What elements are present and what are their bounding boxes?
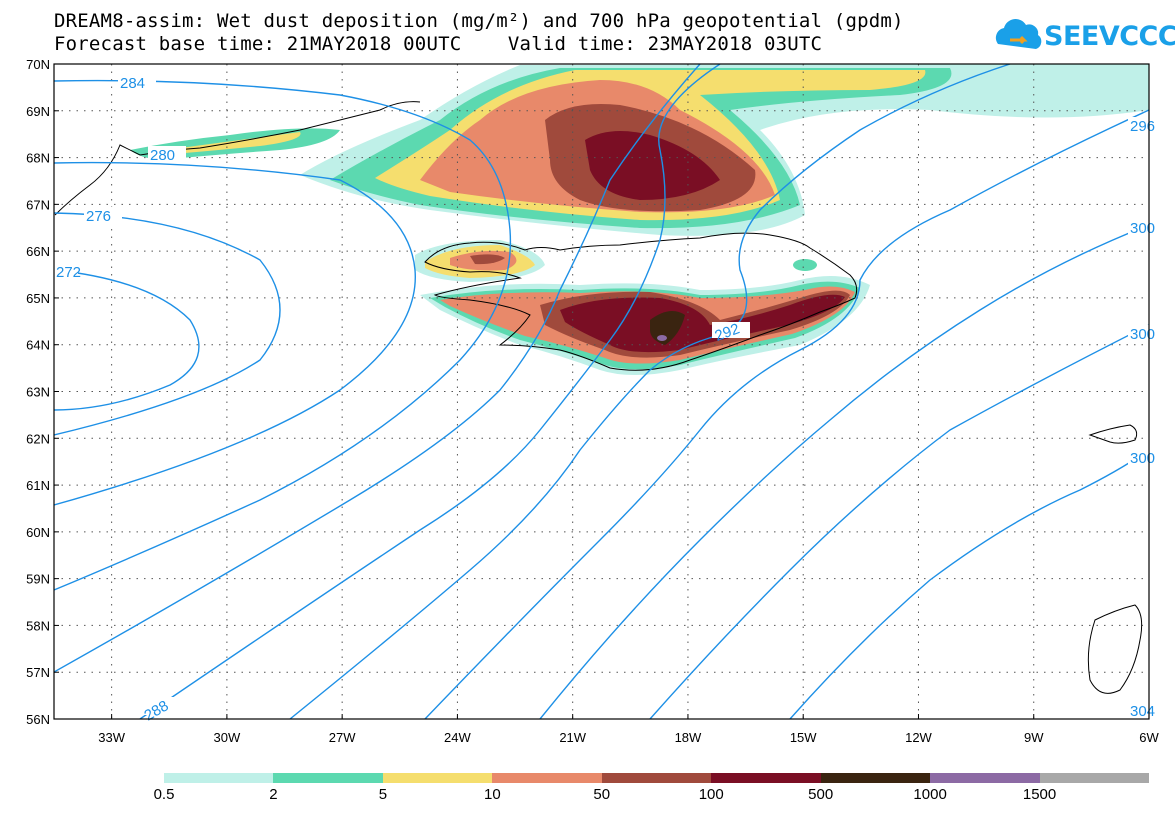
logo-text: SEEVCCC [1044,21,1175,52]
lon-label: 24W [444,730,471,745]
longitude-axis: 33W 30W 27W 24W 21W 18W 15W 12W 9W 6W [98,714,1159,745]
contour-label: 304 [1130,703,1155,720]
map-title: DREAM8-assim: Wet dust deposition (mg/m²… [54,10,904,32]
lon-label: 15W [790,730,817,745]
dust-field [130,64,1149,375]
lon-label: 9W [1024,730,1044,745]
lon-label: 33W [98,730,125,745]
colorbar-swatch [492,773,603,783]
colorbar-swatch [711,773,822,783]
lat-label: 57N [26,665,50,680]
map-grid [54,64,1149,719]
colorbar-label: 10 [483,786,501,803]
seevccc-logo: SEEVCCC [990,14,1175,60]
colorbar-swatch [273,773,384,783]
lat-label: 69N [26,104,50,119]
contour-label: 296 [1130,118,1155,135]
colorbar-label: 100 [698,786,724,803]
colorbar-label: 500 [808,786,834,803]
lat-label: 70N [26,57,50,72]
contour-label: 300 [1130,326,1155,343]
contour-label: 284 [120,75,145,92]
contour-label: 300 [1130,220,1155,237]
colorbar-swatch [1039,773,1150,783]
colorbar-label: 5 [378,786,388,803]
colorbar-label: 50 [593,786,611,803]
lat-label: 58N [26,618,50,633]
geopotential-contours [54,64,1149,719]
lat-label: 63N [26,385,50,400]
colorbar-label: 0.5 [153,786,175,803]
lon-label: 21W [559,730,586,745]
contour-label: 276 [86,208,111,225]
colorbar-label: 2 [269,786,278,803]
lon-label: 12W [905,730,932,745]
colorbar-swatch [164,773,274,783]
colorbar-swatch [601,773,712,783]
lon-label: 18W [675,730,702,745]
lat-label: 62N [26,431,50,446]
lon-label: 6W [1139,730,1159,745]
coastlines [54,101,1143,694]
forecast-time-line: Forecast base time: 21MAY2018 00UTC Vali… [54,33,823,55]
colorbar-swatch [382,773,493,783]
lat-label: 66N [26,244,50,259]
latitude-axis: 70N 69N 68N 67N 66N 65N 64N 63N 62N 61N 60N 59N 58N 5… [26,57,59,727]
lat-label: 65N [26,291,50,306]
colorbar-swatch [820,773,931,783]
colorbar-swatch [930,773,1041,783]
lat-label: 61N [26,478,50,493]
lat-label: 67N [26,197,50,212]
cloud-icon [995,19,1042,49]
lat-label: 59N [26,572,50,587]
lon-label: 30W [214,730,241,745]
lon-label: 27W [329,730,356,745]
contour-label: 300 [1130,450,1155,467]
lat-label: 60N [26,525,50,540]
colorbar-label: 1500 [1022,786,1057,803]
contour-label: 272 [56,264,81,281]
lat-label: 68N [26,151,50,166]
colorbar-label: 1000 [913,786,947,803]
contour-label: 280 [150,147,175,164]
lat-label: 64N [26,338,50,353]
lat-label: 56N [26,712,50,727]
